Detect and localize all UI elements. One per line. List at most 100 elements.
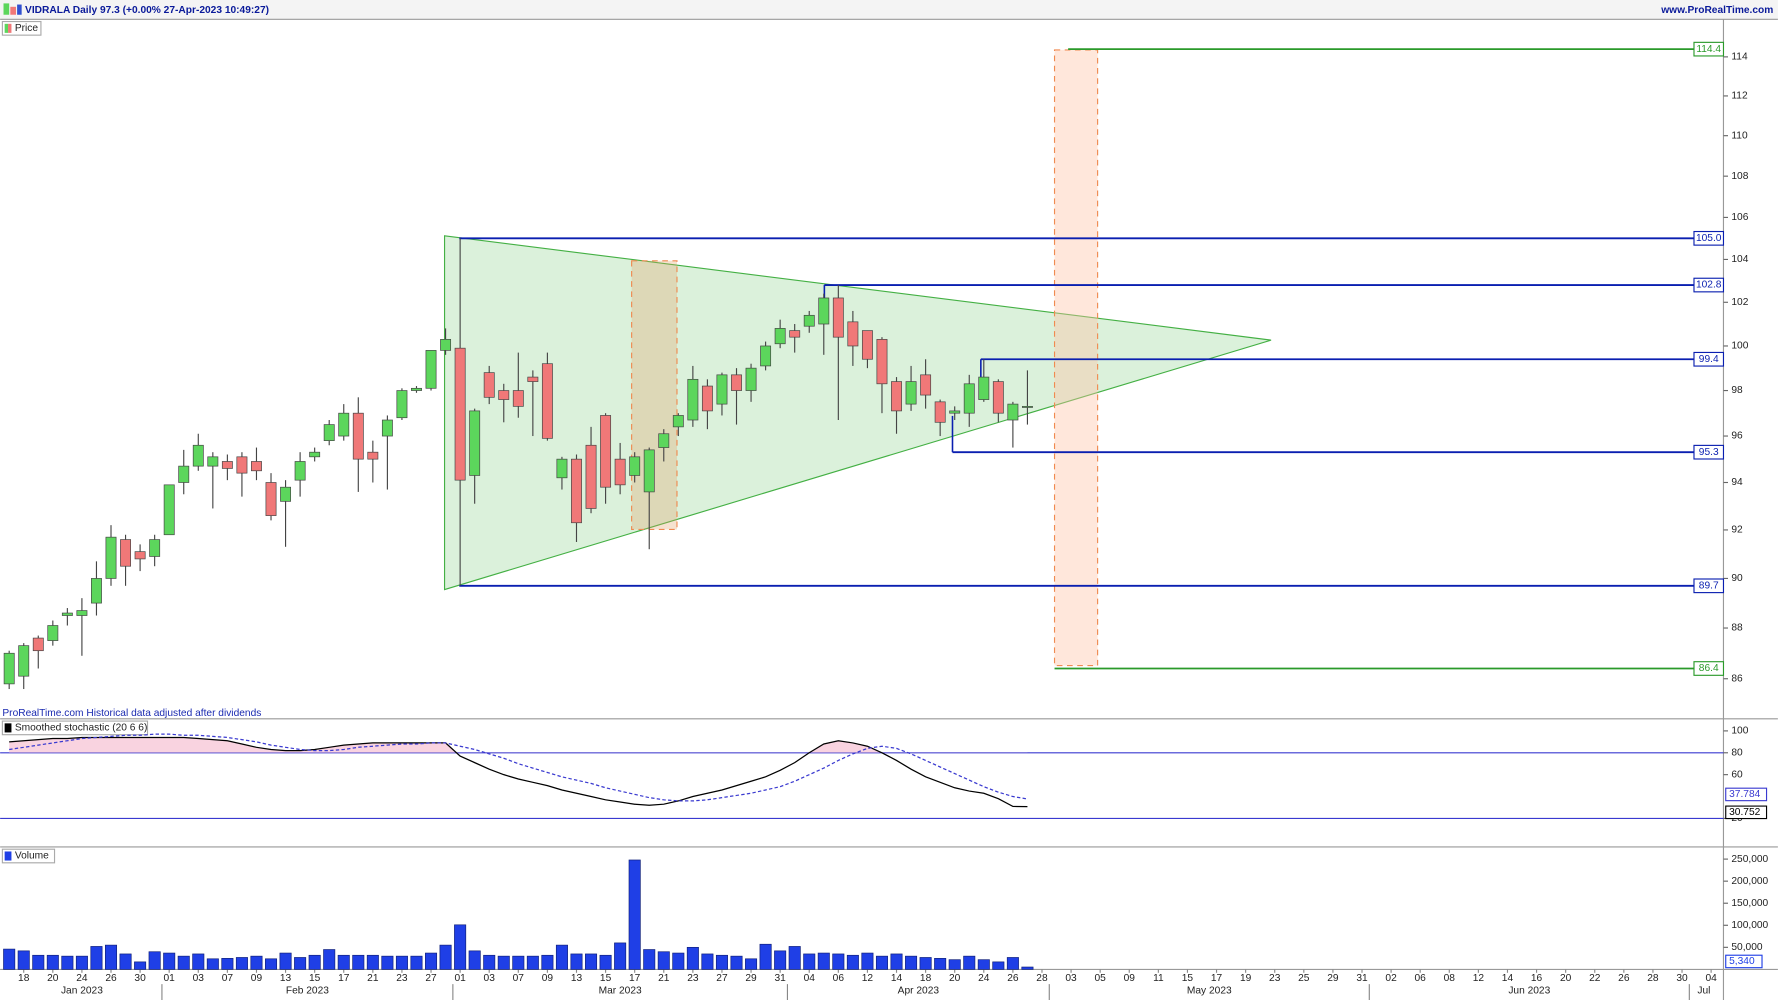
y-tick-label: 114 xyxy=(1731,52,1748,63)
candle-body xyxy=(32,637,44,652)
candle-body xyxy=(963,383,975,414)
x-tick-label: 29 xyxy=(1327,973,1339,984)
y-tick-label: 112 xyxy=(1731,91,1748,102)
month-label: Apr 2023 xyxy=(898,986,940,997)
panel-title: Volume xyxy=(15,851,49,862)
chart-title: VIDRALA Daily 97.3 (+0.00% 27-Apr-2023 1… xyxy=(25,5,269,16)
candle-body xyxy=(192,444,204,467)
volume-bar xyxy=(599,954,612,970)
candle-body xyxy=(18,645,30,677)
candle-body xyxy=(745,367,757,391)
site-link[interactable]: www.ProRealTime.com xyxy=(1660,5,1773,16)
volume-bar xyxy=(788,946,801,970)
candle-body xyxy=(469,410,481,476)
x-tick-label: 09 xyxy=(1124,973,1136,984)
header-bar xyxy=(0,0,1778,20)
x-tick-label: 06 xyxy=(833,973,845,984)
last-value-box xyxy=(1725,805,1768,820)
x-tick-label: 31 xyxy=(1356,973,1368,984)
y-tick-label: 96 xyxy=(1731,431,1743,442)
candle-body xyxy=(876,339,888,385)
volume-bar xyxy=(628,859,641,970)
candle-body xyxy=(629,456,641,476)
legend-icon xyxy=(4,851,12,861)
level-label-box xyxy=(1693,578,1725,594)
y-tick-label: 88 xyxy=(1731,623,1743,634)
y-tick-label: 102 xyxy=(1731,297,1748,308)
x-tick-label: 30 xyxy=(1676,973,1688,984)
candle-body xyxy=(425,350,437,389)
x-tick-label: 15 xyxy=(309,973,321,984)
candle-body xyxy=(47,625,59,641)
x-tick-label: 07 xyxy=(513,973,525,984)
last-value-label: 37.784 xyxy=(1729,789,1760,800)
x-tick-label: 29 xyxy=(745,973,757,984)
x-tick-label: 12 xyxy=(1473,973,1485,984)
candle-body xyxy=(411,387,422,391)
x-tick-label: 27 xyxy=(425,973,437,984)
x-tick-label: 05 xyxy=(1094,973,1106,984)
target-box xyxy=(1053,49,1099,667)
x-tick-label: 18 xyxy=(920,973,932,984)
volume-bar xyxy=(555,944,568,970)
candle-body xyxy=(760,345,772,367)
header-icon xyxy=(17,4,22,15)
volume-bar xyxy=(759,943,772,970)
candle-body xyxy=(280,486,292,502)
level-label-box xyxy=(1693,41,1725,57)
x-tick-label: 15 xyxy=(600,973,612,984)
y-tick-label: 80 xyxy=(1731,747,1743,758)
volume-bar xyxy=(294,957,307,970)
candle-body xyxy=(120,539,131,567)
level-label-box xyxy=(1693,277,1725,293)
y-tick-label: 108 xyxy=(1731,171,1748,182)
x-tick-label: 17 xyxy=(338,973,350,984)
volume-bar xyxy=(148,951,161,970)
x-tick-label: 23 xyxy=(1269,973,1281,984)
volume-bar xyxy=(206,958,219,970)
x-tick-label: 21 xyxy=(367,973,379,984)
y-tick-label: 86 xyxy=(1731,673,1743,684)
x-tick-label: 11 xyxy=(1153,973,1164,984)
x-tick-label: 26 xyxy=(1618,973,1630,984)
stochastic-line xyxy=(9,736,1028,808)
volume-bar xyxy=(1006,957,1019,970)
candle-body xyxy=(585,444,597,509)
volume-bar xyxy=(439,944,452,970)
volume-bar xyxy=(381,955,394,970)
volume-bar xyxy=(17,950,30,970)
volume-bar xyxy=(410,955,423,970)
volume-bar xyxy=(366,954,379,970)
level-label-box xyxy=(1693,661,1725,676)
stochastic-line xyxy=(9,733,1028,802)
x-tick-label: 26 xyxy=(105,973,117,984)
candle-body xyxy=(687,378,699,421)
volume-bar xyxy=(570,953,583,970)
y-tick-label: 250,000 xyxy=(1731,854,1768,865)
candle-body xyxy=(498,390,510,400)
x-tick-label: 14 xyxy=(891,973,903,984)
x-tick-label: 22 xyxy=(1589,973,1601,984)
level-label-box xyxy=(1693,444,1725,460)
volume-bar xyxy=(3,948,16,970)
candle-body xyxy=(614,458,626,486)
x-tick-label: 14 xyxy=(1502,973,1514,984)
volume-bar xyxy=(890,953,903,970)
volume-bar xyxy=(221,958,234,970)
candle-body xyxy=(338,412,350,437)
legend-label: Price xyxy=(15,23,39,34)
legend-box xyxy=(1,20,42,36)
candle-body xyxy=(949,410,961,414)
x-tick-label: 01 xyxy=(164,973,176,984)
candle-body xyxy=(658,433,670,448)
candle-body xyxy=(934,401,946,423)
candle-body xyxy=(527,376,539,382)
x-tick-label: 08 xyxy=(1444,973,1456,984)
volume-bar xyxy=(948,959,961,970)
volume-bar xyxy=(104,944,118,970)
x-tick-label: 03 xyxy=(193,973,205,984)
candle-body xyxy=(105,536,117,579)
volume-bar xyxy=(963,955,976,970)
